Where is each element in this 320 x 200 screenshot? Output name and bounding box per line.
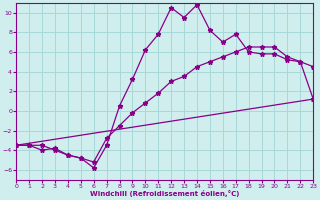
X-axis label: Windchill (Refroidissement éolien,°C): Windchill (Refroidissement éolien,°C): [90, 190, 239, 197]
